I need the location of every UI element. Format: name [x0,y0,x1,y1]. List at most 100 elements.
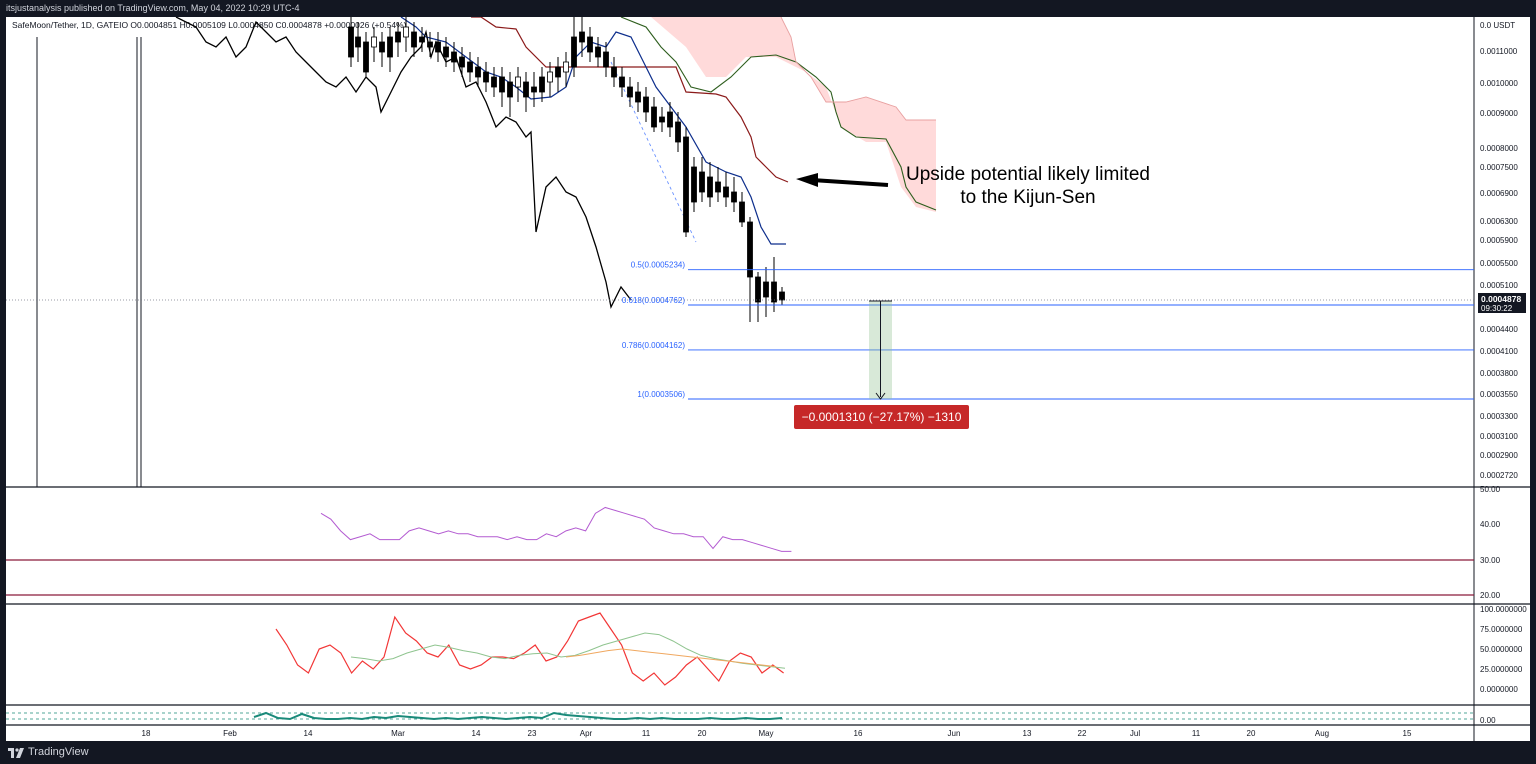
annotation-line-2[interactable]: to the Kijun-Sen [960,187,1095,208]
time-tick-label: 13 [1023,729,1032,738]
time-tick-label: 20 [698,729,707,738]
candle-body [435,41,441,53]
candle-body [755,276,761,303]
rsi-tick-label: 40.00 [1480,520,1501,529]
measure-badge [794,405,969,429]
candle-body [419,36,425,43]
candle-body [403,26,409,38]
candle-body [531,86,537,93]
annotation-arrow-line[interactable] [811,178,889,187]
price-tick-label: 0.0010000 [1480,79,1518,88]
stoch-tick-label: 50.0000000 [1480,645,1523,654]
price-tick-label: 0.0 USDT [1480,21,1515,30]
candle-body [659,116,665,123]
candle-body [411,31,417,48]
time-tick-label: Jun [948,729,961,738]
span-a-line [780,17,936,121]
price-axis[interactable]: 0.0 USDT 0.0011000 0.0010000 0.0009000 0.000… [1480,21,1518,480]
candle-body [491,76,497,88]
price-tick-label: 0.0008000 [1480,144,1518,153]
annotation-line-1[interactable]: Upside potential likely limited [906,164,1150,185]
candle-body [475,66,481,78]
candle-body [348,26,354,58]
candle-body [363,41,369,73]
candle-body [515,76,521,88]
time-tick-label: May [758,729,773,738]
fib-level-label: 0.5(0.0005234) [631,261,686,270]
measure-badge-text: −0.0001310 (−27.17%) −1310 [802,410,962,424]
chart-canvas[interactable]: SafeMoon/Tether, 1D, GATEIO O0.0004851 H… [6,17,1530,741]
price-tick-label: 0.0006900 [1480,189,1518,198]
publish-header: itsjustanalysis published on TradingView… [0,0,1536,17]
candle-body [691,166,697,203]
tradingview-brand-text: TradingView [28,746,89,758]
symbol-line: SafeMoon/Tether, 1D, GATEIO O0.0004851 H… [12,20,407,30]
time-tick-label: 22 [1078,729,1087,738]
candle-body [427,41,433,48]
time-axis[interactable]: 18 Feb 14 Mar 14 23 Apr 11 20 May 16 Jun 13 22 Jul 11 20… [142,729,1412,738]
price-tick-label: 0.0005100 [1480,281,1518,290]
time-tick-label: Jul [1130,729,1140,738]
candle-body [771,281,777,303]
time-tick-label: 18 [142,729,151,738]
candle-body [683,136,689,233]
oscillator-axis: 0.00 [1480,716,1496,725]
rsi-line [320,506,792,552]
stoch-tick-label: 75.0000000 [1480,625,1523,634]
time-tick-label: 20 [1247,729,1256,738]
candle-body [611,66,617,78]
footer-bar: TradingView [0,741,1536,764]
last-price-countdown: 09:30:22 [1481,304,1513,313]
stoch-d2-line [565,648,777,668]
time-tick-label: 14 [304,729,313,738]
stoch-d-line [350,632,786,669]
candle-body [635,91,641,103]
candle-body [547,71,553,83]
oscillator-line [253,711,783,721]
price-tick-label: 0.0002720 [1480,471,1518,480]
fib-level-label: 0.786(0.0004162) [622,341,686,350]
time-tick-label: Feb [223,729,237,738]
candle-body [451,51,457,63]
time-tick-label: 11 [1192,729,1201,738]
candle-body [747,221,753,278]
stoch-k-line [275,612,784,686]
candle-body [467,61,473,73]
time-tick-label: 23 [528,729,537,738]
time-tick-label: Apr [580,729,593,738]
candle-body [371,36,377,48]
tradingview-logo[interactable]: TradingView [8,741,89,764]
stoch-axis: 100.0000000 75.0000000 50.0000000 25.000000… [1480,605,1527,694]
tradingview-logo-icon [8,747,24,758]
rsi-axis: 50.00 40.00 30.00 20.00 [1480,485,1501,600]
candle-body [387,36,393,58]
price-tick-label: 0.0009000 [1480,109,1518,118]
price-tick-label: 0.0005500 [1480,259,1518,268]
price-tick-label: 0.0003550 [1480,390,1518,399]
price-tick-label: 0.0002900 [1480,451,1518,460]
candle-body [355,36,361,48]
time-tick-label: 11 [642,729,651,738]
price-tick-label: 0.0006300 [1480,217,1518,226]
fib-retracement[interactable]: 0.5(0.0005234) 0.618(0.0004762) 0.786(0.00… [622,261,1474,400]
price-tick-label: 0.0004400 [1480,325,1518,334]
rsi-tick-label: 30.00 [1480,556,1501,565]
price-tick-label: 0.0003800 [1480,369,1518,378]
candle-body [555,66,561,78]
price-tick-label: 0.0007500 [1480,163,1518,172]
chart-area[interactable]: SafeMoon/Tether, 1D, GATEIO O0.0004851 H… [6,17,1530,741]
candle-body [539,76,545,93]
candle-body [603,51,609,68]
price-tick-label: 0.0005900 [1480,236,1518,245]
candle-body [587,36,593,53]
candle-body [627,86,633,98]
candle-body [739,201,745,223]
candle-body [715,181,721,193]
candle-body [643,96,649,113]
candle-body [443,46,449,58]
price-tick-label: 0.0003300 [1480,412,1518,421]
candle-body [731,191,737,203]
candle-body [763,281,769,298]
candle-body [779,291,785,301]
